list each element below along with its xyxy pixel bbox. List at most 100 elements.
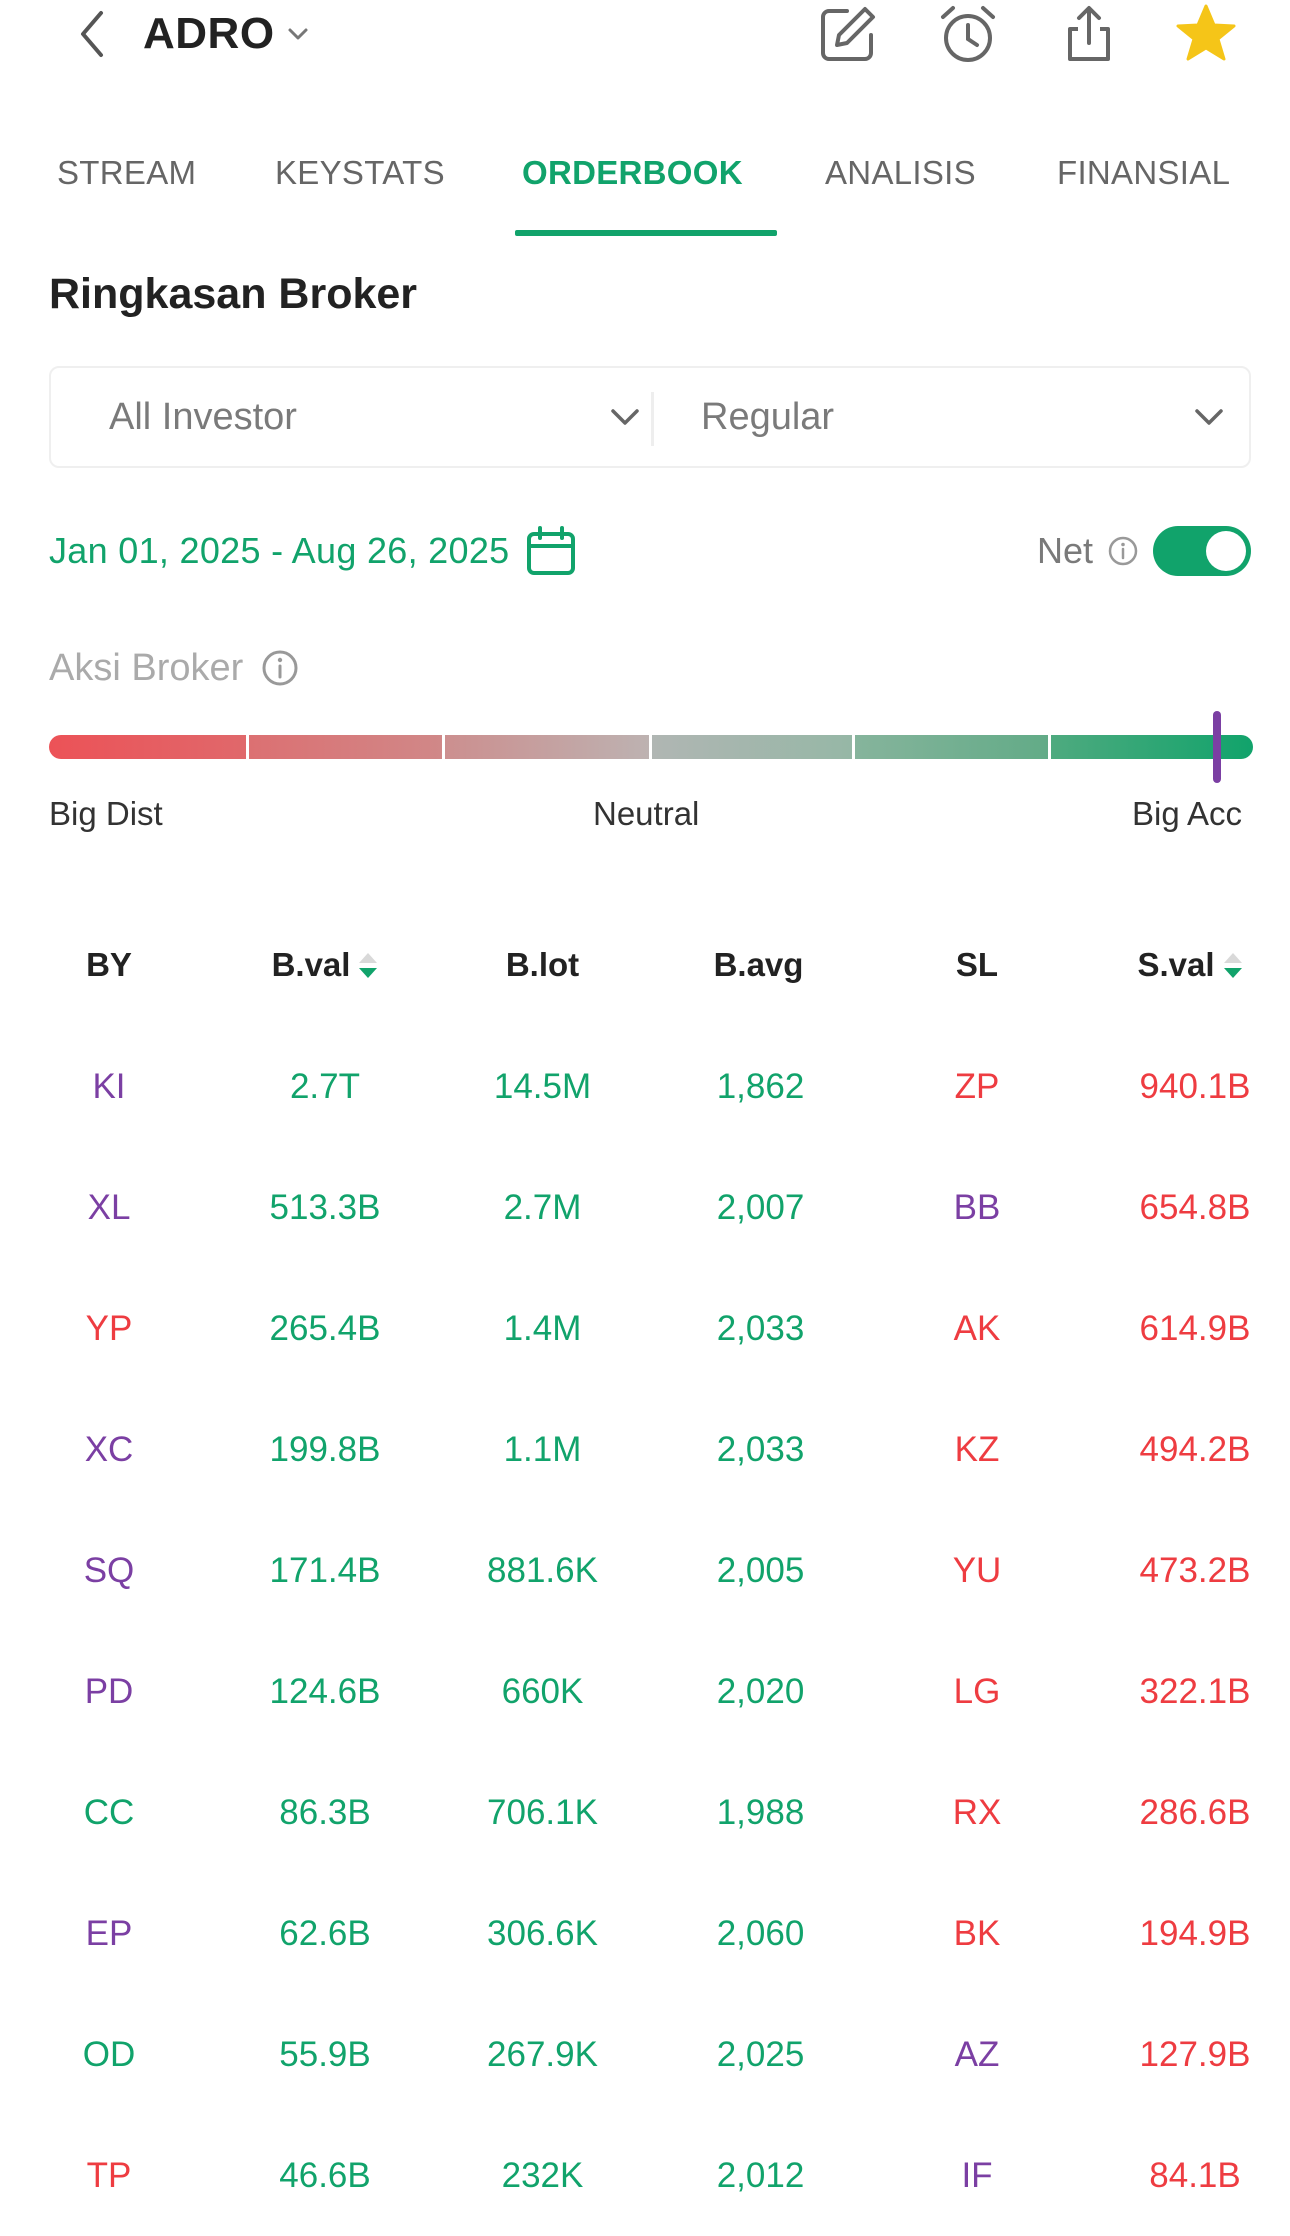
filter-box: All Investor Regular	[49, 366, 1251, 468]
cell-buy-lot: 306.6K	[487, 1913, 598, 1953]
cell-buy-avg: 2,025	[716, 2034, 805, 2074]
alarm-button[interactable]	[936, 2, 1000, 66]
table-row[interactable]: PD 124.6B 660K 2,020 LG 322.1B	[0, 1631, 1290, 1752]
toggle-knob	[1206, 531, 1246, 571]
info-icon[interactable]	[1107, 535, 1139, 567]
cell-sell-value: 654.8B	[1139, 1187, 1251, 1227]
cell-seller-code: IF	[961, 2155, 993, 2195]
sort-icon	[1223, 952, 1243, 979]
header-by-label: BY	[86, 946, 132, 983]
cell-buyer-code: YP	[85, 1308, 133, 1348]
tab-finansial[interactable]: FINANSIAL	[1057, 154, 1231, 191]
cell-buy-lot: 881.6K	[487, 1550, 598, 1590]
calendar-icon	[527, 526, 576, 575]
share-icon	[1068, 6, 1110, 61]
section-title: Ringkasan Broker	[49, 270, 418, 318]
watchlist-star-button[interactable]	[1174, 2, 1238, 66]
tab-orderbook[interactable]: ORDERBOOK	[522, 154, 743, 191]
cell-buy-value: 124.6B	[269, 1671, 381, 1711]
cell-buy-avg: 2,005	[716, 1550, 805, 1590]
cell-buy-lot: 1.4M	[503, 1308, 582, 1348]
header-bavg[interactable]: B.avg	[686, 935, 831, 995]
edit-button[interactable]	[816, 2, 880, 66]
cell-sell-value: 940.1B	[1139, 1066, 1251, 1106]
back-chevron-icon	[81, 11, 103, 57]
table-row[interactable]: EP 62.6B 306.6K 2,060 BK 194.9B	[0, 1873, 1290, 1994]
gauge-segment	[49, 735, 247, 759]
cell-sell-value: 614.9B	[1139, 1308, 1251, 1348]
cell-buy-lot: 2.7M	[503, 1187, 582, 1227]
ticker-symbol: ADRO	[143, 9, 275, 58]
cell-seller-code: AK	[953, 1308, 1001, 1348]
active-tab-indicator	[515, 230, 777, 236]
cell-buyer-code: PD	[84, 1671, 134, 1711]
cell-buyer-code: EP	[85, 1913, 133, 1953]
cell-buy-value: 86.3B	[279, 1792, 371, 1832]
chevron-down-icon	[288, 28, 308, 40]
table-row[interactable]: XL 513.3B 2.7M 2,007 BB 654.8B	[0, 1147, 1290, 1268]
cell-seller-code: AZ	[954, 2034, 1000, 2074]
date-range-text: Jan 01, 2025 - Aug 26, 2025	[49, 530, 510, 571]
cell-buy-value: 55.9B	[279, 2034, 371, 2074]
table-row[interactable]: OD 55.9B 267.9K 2,025 AZ 127.9B	[0, 1994, 1290, 2115]
investor-dropdown[interactable]: All Investor	[109, 368, 649, 466]
gauge-segment	[854, 735, 1048, 759]
tab-keystats[interactable]: KEYSTATS	[275, 154, 445, 191]
header-sval[interactable]: S.val	[1115, 935, 1265, 995]
net-control: Net	[1037, 520, 1251, 582]
table-row[interactable]: XC 199.8B 1.1M 2,033 KZ 494.2B	[0, 1389, 1290, 1510]
cell-buyer-code: OD	[82, 2034, 136, 2074]
tab-analisis[interactable]: ANALISIS	[825, 154, 976, 191]
aksi-broker-heading: Aksi Broker	[49, 640, 299, 696]
table-row[interactable]: YP 265.4B 1.4M 2,033 AK 614.9B	[0, 1268, 1290, 1389]
net-toggle[interactable]	[1153, 526, 1251, 576]
aksi-broker-label: Aksi Broker	[49, 646, 244, 689]
alarm-clock-icon	[941, 6, 995, 62]
investor-dropdown-value: All Investor	[109, 395, 297, 438]
cell-buy-lot: 267.9K	[487, 2034, 598, 2074]
chevron-down-icon	[611, 409, 639, 425]
header-blot-label: B.lot	[505, 946, 580, 983]
back-button[interactable]	[70, 6, 114, 62]
table-row[interactable]: KI 2.7T 14.5M 1,862 ZP 940.1B	[0, 1026, 1290, 1147]
header-bval[interactable]: B.val	[230, 935, 420, 995]
edit-icon	[821, 7, 875, 61]
cell-buy-value: 171.4B	[269, 1550, 381, 1590]
table-row[interactable]: SQ 171.4B 881.6K 2,005 YU 473.2B	[0, 1510, 1290, 1631]
table-row[interactable]: TP 46.6B 232K 2,012 IF 84.1B	[0, 2115, 1290, 2220]
gauge-label-big-dist: Big Dist	[49, 795, 163, 832]
star-icon	[1176, 4, 1236, 61]
gauge-label-neutral: Neutral	[593, 795, 700, 832]
cell-buyer-code: TP	[86, 2155, 132, 2195]
ticker-selector[interactable]: ADRO	[143, 4, 309, 64]
chevron-down-icon	[1195, 409, 1223, 425]
table-row[interactable]: CC 86.3B 706.1K 1,988 RX 286.6B	[0, 1752, 1290, 1873]
cell-buy-avg: 2,060	[716, 1913, 805, 1953]
gauge-label-big-acc: Big Acc	[1132, 795, 1243, 832]
cell-seller-code: LG	[953, 1671, 1001, 1711]
cell-buy-avg: 2,020	[716, 1671, 805, 1711]
gauge-marker	[1213, 711, 1221, 783]
cell-seller-code: YU	[952, 1550, 1002, 1590]
cell-buy-avg: 1,988	[716, 1792, 805, 1832]
cell-sell-value: 286.6B	[1139, 1792, 1251, 1832]
cell-seller-code: BB	[953, 1187, 1001, 1227]
header-blot[interactable]: B.lot	[470, 935, 615, 995]
info-icon[interactable]	[261, 649, 299, 687]
cell-buy-avg: 2,033	[716, 1429, 805, 1469]
cell-buy-value: 199.8B	[269, 1429, 381, 1469]
header-by: BY	[44, 935, 174, 995]
aksi-broker-gauge	[49, 735, 1253, 759]
cell-buyer-code: XL	[87, 1187, 131, 1227]
cell-seller-code: KZ	[954, 1429, 1000, 1469]
filter-divider	[651, 392, 654, 446]
gauge-segment	[249, 735, 443, 759]
date-range-picker[interactable]: Jan 01, 2025 - Aug 26, 2025	[49, 520, 577, 582]
net-label: Net	[1036, 530, 1093, 571]
gauge-segment	[651, 735, 852, 759]
tab-stream[interactable]: STREAM	[57, 154, 197, 191]
market-dropdown[interactable]: Regular	[701, 368, 1241, 466]
cell-buy-value: 46.6B	[279, 2155, 371, 2195]
share-button[interactable]	[1057, 2, 1121, 66]
cell-seller-code: BK	[953, 1913, 1001, 1953]
